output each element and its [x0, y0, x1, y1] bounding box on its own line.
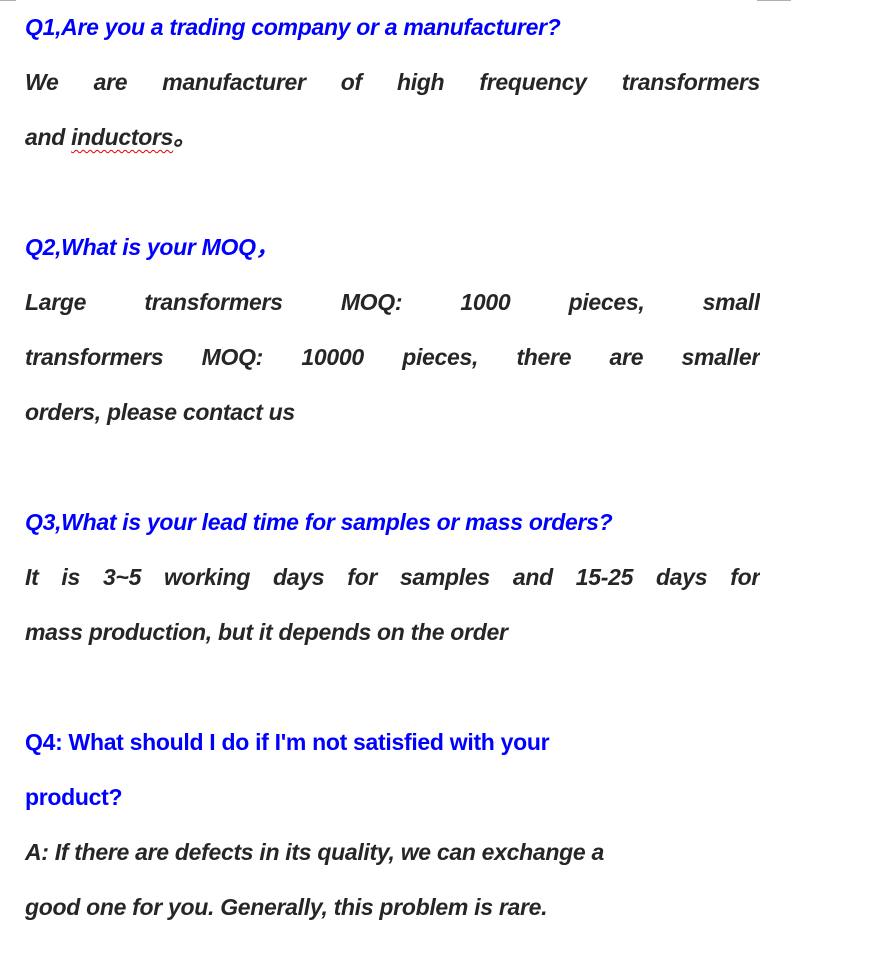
answer-3-line-2: mass production, but it depends on the o…: [25, 619, 508, 645]
answer-1-word: and: [25, 124, 65, 150]
answer-1-line-1: We are manufacturer of high frequency tr…: [25, 69, 760, 95]
answer-1-line-2: and inductors。: [25, 110, 760, 165]
question-3: Q3,What is your lead time for samples or…: [25, 509, 613, 535]
question-1: Q1,Are you a trading company or a manufa…: [25, 14, 561, 40]
question-4-line-1: Q4: What should I do if I'm not satisfie…: [25, 729, 550, 755]
answer-2-line-1: Large transformers MOQ: 1000 pieces, sma…: [25, 289, 760, 315]
crop-mark-right: [757, 0, 791, 1]
answer-3-line-1: It is 3~5 working days for samples and 1…: [25, 564, 760, 590]
faq-document: Q1,Are you a trading company or a manufa…: [25, 0, 760, 935]
question-2: Q2,What is your MOQ，: [25, 234, 279, 260]
answer-4-line-1: A: If there are defects in its quality, …: [25, 839, 604, 865]
answer-4-line-2: good one for you. Generally, this proble…: [25, 894, 548, 920]
answer-1-period: 。: [173, 124, 196, 150]
spellcheck-underlined-word: inductors: [71, 124, 174, 150]
answer-2-line-2: transformers MOQ: 10000 pieces, there ar…: [25, 344, 760, 370]
question-4-line-2: product?: [25, 784, 123, 810]
crop-mark-left: [0, 0, 16, 1]
answer-2-line-3: orders, please contact us: [25, 399, 295, 425]
